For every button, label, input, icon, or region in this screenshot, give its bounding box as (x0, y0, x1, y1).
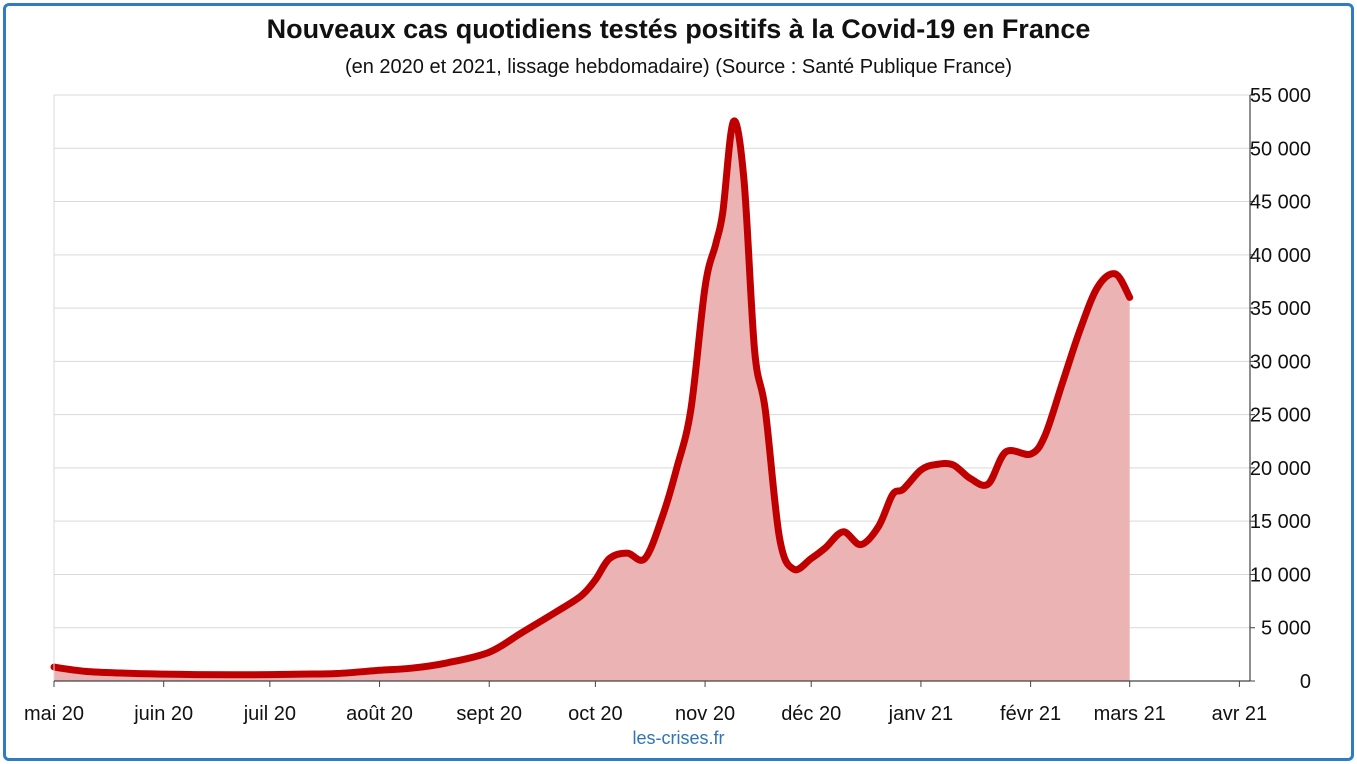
x-tick-label: août 20 (346, 703, 413, 725)
y-tick-label: 45 000 (1250, 192, 1311, 214)
y-tick-label: 55 000 (1250, 85, 1311, 107)
y-tick-label: 30 000 (1250, 351, 1311, 373)
chart-title: Nouveaux cas quotidiens testés positifs … (266, 14, 1091, 44)
y-tick-label: 5 000 (1261, 618, 1311, 640)
x-tick-label: déc 20 (781, 703, 841, 725)
y-tick-label: 15 000 (1250, 511, 1311, 533)
x-tick-label: sept 20 (456, 703, 522, 725)
x-axis-ticks: mai 20 juin 20 juil 20 août 20 sept 20 oct 20… (24, 681, 1267, 725)
y-axis-ticks: 0 5 000 10 000 15 000 20 000 25 000 30 000 35 0… (1250, 85, 1311, 693)
x-tick-label: juin 20 (133, 703, 193, 725)
y-tick-label: 20 000 (1250, 458, 1311, 480)
y-tick-label: 25 000 (1250, 405, 1311, 427)
y-tick-label: 35 000 (1250, 298, 1311, 320)
y-tick-label: 0 (1300, 671, 1311, 693)
y-tick-label: 50 000 (1250, 138, 1311, 160)
x-tick-label: avr 21 (1212, 703, 1268, 725)
x-tick-label: mars 21 (1094, 703, 1166, 725)
source-credit: les-crises.fr (632, 728, 725, 748)
x-tick-label: nov 20 (675, 703, 735, 725)
series-line (50, 117, 1134, 679)
y-tick-label: 10 000 (1250, 564, 1311, 586)
x-tick-label: juil 20 (243, 703, 296, 725)
x-tick-label: oct 20 (568, 703, 622, 725)
y-tick-label: 40 000 (1250, 245, 1311, 267)
series-area-fill (54, 120, 1130, 682)
axes (53, 95, 1251, 682)
x-tick-label: mai 20 (24, 703, 84, 725)
x-tick-label: janv 21 (888, 703, 954, 725)
chart-frame (3, 3, 1354, 761)
chart-subtitle: (en 2020 et 2021, lissage hebdomadaire) … (344, 56, 1013, 78)
x-tick-label: févr 21 (1000, 703, 1061, 725)
